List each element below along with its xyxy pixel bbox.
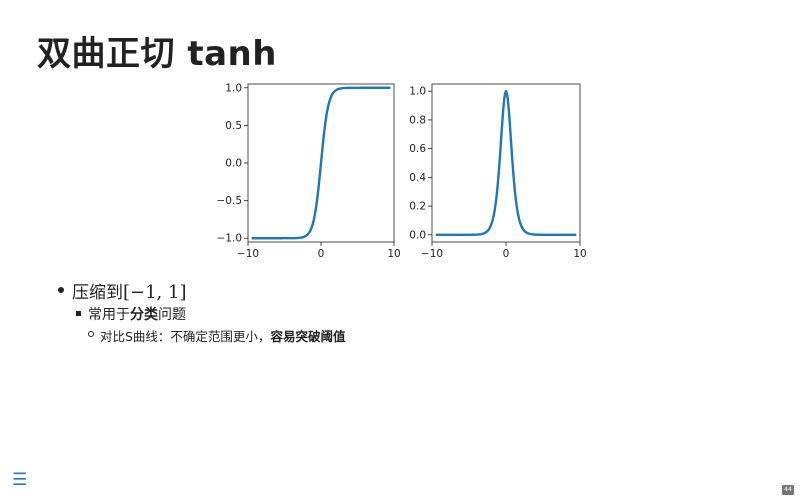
bullet-text: 常用于 [88,307,130,323]
y-tick-label: 0.0 [409,229,426,241]
bullet-level-3: 对比S曲线：不确定范围更小，容易突破阈值 [88,326,345,346]
tanh-derivative-chart: 0.0 0.2 0.4 0.6 0.8 1.0 −10 0 10 [409,83,587,260]
slide-title: 双曲正切 tanh [37,34,277,74]
series-line [435,89,577,237]
bullet-list: 压缩到[−1, 1] 常用于分类问题 对比S曲线：不确定范围更小，容易突破阈值 [58,278,345,346]
y-tick-label: 0.6 [409,143,426,155]
y-tick-label: 0.0 [225,158,242,170]
range-math: [−1, 1] [123,282,187,303]
bullet-level-2: 常用于分类问题 [76,304,345,326]
y-tick-label: 0.2 [409,201,426,213]
y-tick-label: 0.8 [409,114,426,126]
x-tick-label: 10 [573,248,586,260]
bullet-text: 压缩到 [72,283,123,303]
series-line [251,86,391,240]
y-tick-label: 1.0 [225,82,242,94]
y-tick-label: −1.0 [217,233,243,245]
x-tick-label: −10 [237,248,259,260]
plot-frame [431,83,581,243]
y-tick-label: 0.5 [225,120,242,132]
y-tick-label: 0.4 [409,172,426,184]
x-tick-label: 0 [503,248,510,260]
x-tick-label: 0 [318,248,325,260]
bullet-level-1: 压缩到[−1, 1] [58,278,345,303]
y-tick-label: −0.5 [217,195,243,207]
bullet-bold-text: 容易突破阈值 [270,329,346,344]
bullet-text: 对比S曲线：不确定范围更小， [100,329,271,344]
x-tick-label: 10 [387,248,400,260]
y-tick-label: 1.0 [409,86,426,98]
bullet-circle [88,331,94,337]
bullet-text: 问题 [158,307,186,323]
tanh-charts: −1.0 −0.5 0.0 0.5 1.0 −10 0 10 0.0 0.2 0.4 0.6 0.8 1… [217,82,587,260]
page-number: 44 [782,485,794,495]
bullet-bold-text: 分类 [130,307,158,323]
bullet-square [76,311,81,316]
x-tick-label: −10 [421,248,443,260]
bullet-dot [58,287,64,293]
tanh-chart: −1.0 −0.5 0.0 0.5 1.0 −10 0 10 [217,82,401,260]
hamburger-menu-icon[interactable]: ☰ [12,470,28,490]
